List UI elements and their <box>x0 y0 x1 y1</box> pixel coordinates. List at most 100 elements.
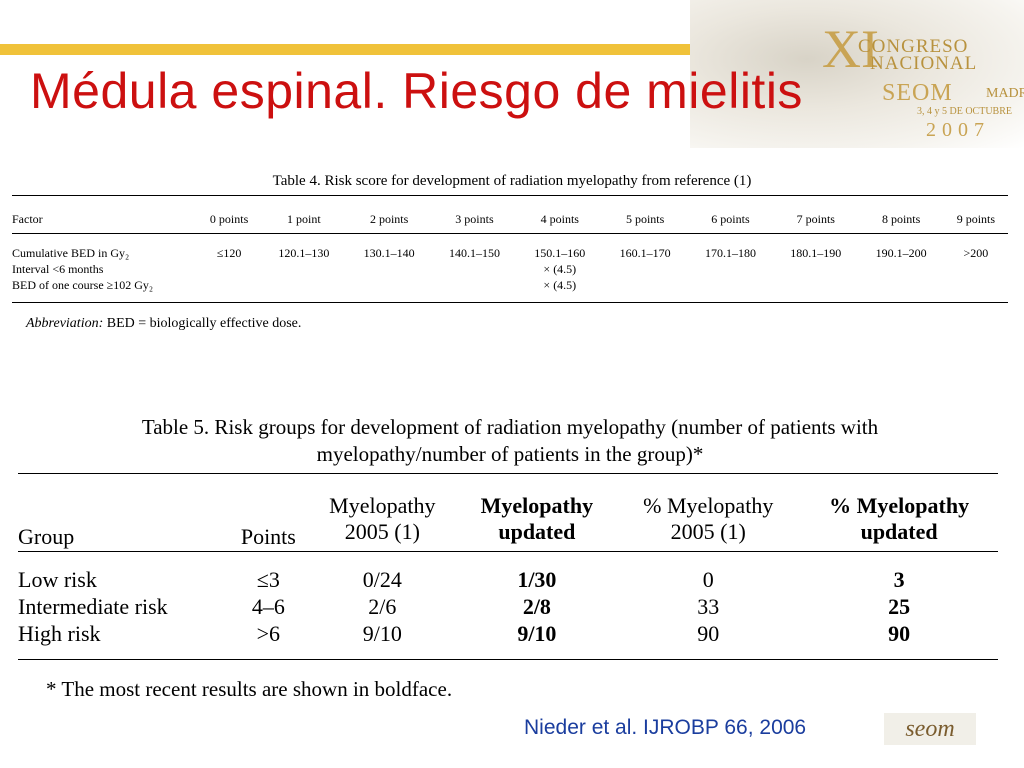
table4-cell <box>773 261 858 277</box>
table5-cell: 90 <box>888 620 911 646</box>
table5-cell: Intermediate risk <box>18 593 168 619</box>
table4-header-cell: 1 point <box>286 211 321 226</box>
slide-title: Médula espinal. Riesgo de mielitis <box>30 63 803 119</box>
table5-cell: 0 <box>702 566 714 592</box>
table5-header-rule <box>18 551 998 552</box>
citation: Nieder et al. IJROBP 66, 2006 <box>524 716 807 739</box>
table4-header-cell: 2 points <box>369 211 409 226</box>
table5-header-line: Myelopathy <box>329 493 436 518</box>
table4-cell <box>944 277 1008 293</box>
congress-logo-line3: SEOM <box>882 80 953 106</box>
seom-logo: seom <box>884 713 976 745</box>
table5-header-line: Points <box>240 524 296 549</box>
table4-caption: Table 4. Risk score for development of r… <box>272 173 752 189</box>
table-row: High risk >6 9/10 9/10 90 90 <box>18 620 998 647</box>
table5: Group Points Myelopathy 2005 (1) Myelopa… <box>18 480 998 647</box>
table4-header-cell: 3 points <box>455 211 494 226</box>
table5-header-line: updated <box>860 519 938 544</box>
title-accent-bar <box>0 44 820 55</box>
table5-cell: High risk <box>18 620 101 646</box>
table4-cell <box>346 277 431 293</box>
table4-abbreviation: Abbreviation: BED = biologically effecti… <box>26 316 301 332</box>
table5-header-row: Group Points Myelopathy 2005 (1) Myelopa… <box>18 480 998 558</box>
table5-cell: 9/10 <box>517 620 557 646</box>
table4-cell <box>858 261 943 277</box>
table5-cell: 9/10 <box>362 620 402 646</box>
table4-cell <box>602 277 687 293</box>
table4-header-cell: 6 points <box>711 211 750 226</box>
table4-cell: 180.1–190 <box>790 245 842 260</box>
table5-header-cell: % Myelopathy 2005 (1) <box>616 480 800 558</box>
congress-logo-line4: MADRID <box>986 86 1024 101</box>
table5-top-rule <box>18 473 998 474</box>
table5-cell: Low risk <box>18 566 97 592</box>
table5-cell: 33 <box>697 593 720 619</box>
table4-cell <box>688 277 773 293</box>
congress-logo-dates: 3, 4 y 5 DE OCTUBRE <box>917 106 1012 117</box>
table5-cell: 2/6 <box>368 593 397 619</box>
table5-caption-line2: myelopathy/number of patients in the gro… <box>316 442 704 466</box>
table5-cell: 0/24 <box>362 566 402 592</box>
table4-cell <box>858 277 943 293</box>
table5-header-line: 2005 (1) <box>344 519 420 544</box>
congress-logo: XI CONGRESO NACIONAL SEOM MADRID 3, 4 y … <box>690 0 1024 148</box>
table-row: Cumulative BED in Gy₂ ≤120 120.1–130 130… <box>12 233 1008 261</box>
table4-cell <box>432 261 517 277</box>
table4-cell <box>197 261 261 277</box>
table4-header-row: Factor 0 points 1 point 2 points 3 point… <box>12 205 1008 233</box>
table4-top-rule <box>12 195 1008 196</box>
table5-cell: >6 <box>256 620 281 646</box>
table4-cell <box>688 261 773 277</box>
table-row: Intermediate risk 4–6 2/6 2/8 33 25 <box>18 593 998 620</box>
table4-cell: 190.1–200 <box>875 245 927 260</box>
table5-header-line: Group <box>18 524 75 549</box>
table-row: Interval <6 months × (4.5) <box>12 261 1008 277</box>
table5-header-cell: Myelopathy 2005 (1) <box>307 480 457 558</box>
table4-cell <box>346 261 431 277</box>
table4-header-cell: 0 points <box>209 211 249 226</box>
table5-header-line: Myelopathy <box>480 493 594 518</box>
table5-header-cell: Myelopathy updated <box>457 480 616 558</box>
table4-cell <box>261 261 346 277</box>
table4-cell: 140.1–150 <box>448 245 500 260</box>
table4-cell: BED of one course ≥102 Gy₂ <box>12 277 154 292</box>
table-row: BED of one course ≥102 Gy₂ × (4.5) <box>12 277 1008 293</box>
table5-footnote: * The most recent results are shown in b… <box>46 677 453 701</box>
table5-cell: 25 <box>888 593 911 619</box>
table5-header-line: updated <box>498 519 576 544</box>
table4-header-cell: Factor <box>12 211 43 226</box>
table4-abbreviation-text: BED = biologically effective dose. <box>106 316 302 331</box>
table5-header-line: 2005 (1) <box>670 519 746 544</box>
table5-header-cell: Points <box>229 480 307 558</box>
table4-cell <box>197 277 261 293</box>
table4-header-cell: 9 points <box>956 211 996 226</box>
table5-bottom-rule <box>18 659 998 660</box>
table4-cell <box>432 277 517 293</box>
table5-header-cell: Group <box>18 480 229 558</box>
table4-header-cell: 8 points <box>881 211 921 226</box>
table4-cell: >200 <box>963 245 989 260</box>
table5-cell: 2/8 <box>522 593 551 619</box>
table4-header-rule <box>12 233 1008 234</box>
table4-cell: × (4.5) <box>543 277 577 292</box>
table4-cell: 120.1–130 <box>278 245 330 260</box>
table4-header-cell: 4 points <box>540 211 579 226</box>
table5-cell: 3 <box>893 566 905 592</box>
congress-logo-background <box>690 0 1024 148</box>
table4-cell: 170.1–180 <box>704 245 756 260</box>
table4: Factor 0 points 1 point 2 points 3 point… <box>12 205 1008 293</box>
table4-header-cell: 7 points <box>796 211 835 226</box>
table4-cell <box>261 277 346 293</box>
congress-logo-line1: CONGRESO <box>858 36 969 57</box>
table5-caption: Table 5. Risk groups for development of … <box>30 414 990 468</box>
table4-cell: Cumulative BED in Gy₂ <box>12 245 130 260</box>
table4-abbreviation-label: Abbreviation: <box>26 316 104 331</box>
table-row: Low risk ≤3 0/24 1/30 0 3 <box>18 558 998 593</box>
congress-logo-roman-numeral: XI <box>822 19 879 79</box>
table5-cell: 90 <box>697 620 720 646</box>
table5-cell: ≤3 <box>256 566 280 592</box>
table5-caption-line1: Table 5. Risk groups for development of … <box>141 415 879 439</box>
table4-bottom-rule <box>12 302 1008 303</box>
table4-cell: Interval <6 months <box>12 261 104 276</box>
table5-header-line: % Myelopathy <box>829 493 970 518</box>
